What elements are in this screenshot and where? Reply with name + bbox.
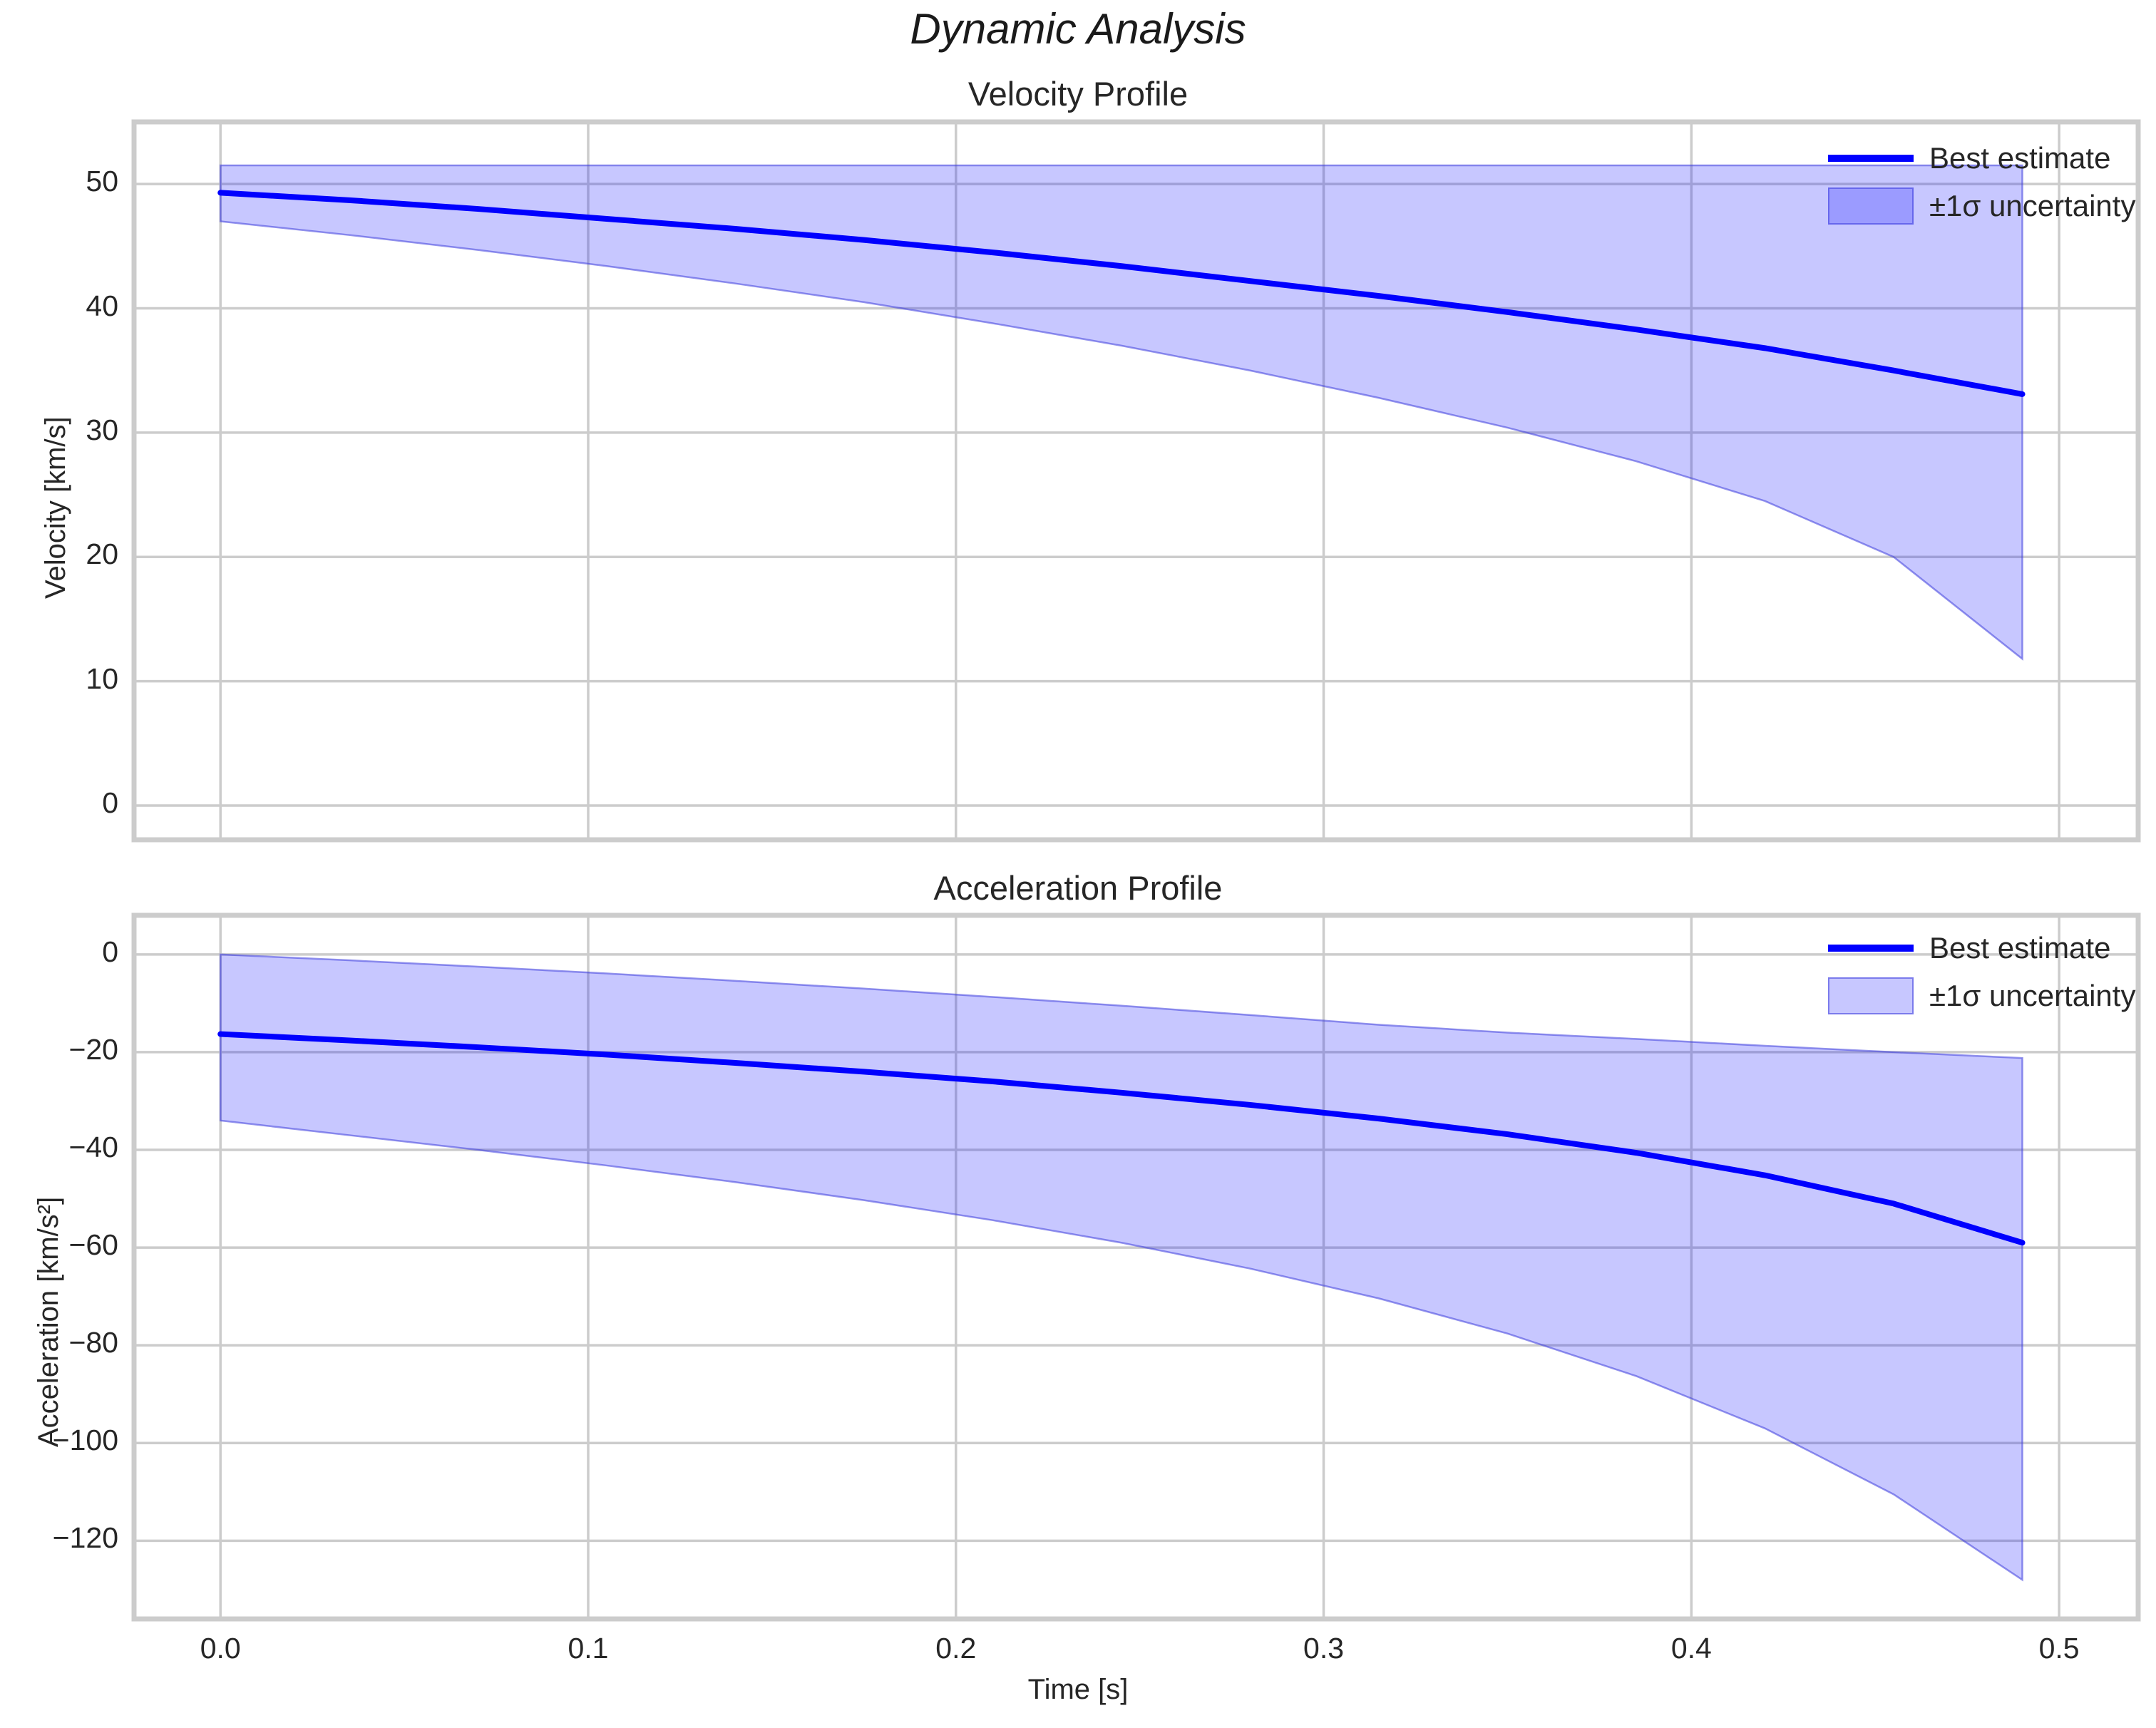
gridlines	[134, 122, 2138, 840]
uncertainty-band	[219, 164, 2023, 661]
time-x-tick-label: 0.2	[935, 1632, 977, 1665]
legend-label: Best estimate	[1929, 141, 2111, 175]
acceleration-y-tick-label: −120	[52, 1521, 118, 1555]
legend-line-swatch	[1828, 155, 1914, 162]
acceleration-y-tick-label: −100	[52, 1424, 118, 1457]
legend-patch-swatch	[1828, 187, 1914, 225]
time-x-tick-label: 0.1	[568, 1632, 609, 1665]
time-x-tick-label: 0.3	[1303, 1632, 1345, 1665]
velocity-y-tick-label: 10	[86, 662, 118, 695]
axes-spines	[131, 119, 2141, 843]
acceleration-y-tick-label: 0	[102, 935, 118, 968]
velocity-y-tick-label: 0	[102, 786, 118, 820]
velocity-profile-axes	[131, 119, 2141, 843]
legend-label: ±1σ uncertainty	[1929, 979, 2136, 1012]
legend-label: ±1σ uncertainty	[1929, 189, 2136, 222]
velocity-y-tick-label: 40	[86, 289, 118, 322]
acceleration-legend-item[interactable]: ±1σ uncertainty	[1828, 977, 2135, 1014]
velocity-y-tick-label: 30	[86, 413, 118, 446]
legend-label: Best estimate	[1929, 931, 2111, 965]
uncertainty-band	[219, 953, 2023, 1582]
time-x-tick-label: 0.5	[2038, 1632, 2080, 1665]
velocity-legend-item[interactable]: ±1σ uncertainty	[1828, 187, 2135, 225]
axes-spines	[131, 912, 2141, 1622]
acceleration-panel-title: Acceleration Profile	[933, 869, 1223, 907]
best-estimate-line	[217, 190, 2026, 397]
time-x-tick-label: 0.4	[1670, 1632, 1712, 1665]
time-x-axis-label: Time [s]	[1027, 1674, 1129, 1705]
acceleration-y-tick-label: −60	[68, 1228, 118, 1262]
time-x-tick-label: 0.0	[200, 1632, 241, 1665]
acceleration-legend-item[interactable]: Best estimate	[1828, 931, 2110, 965]
velocity-y-tick-label: 50	[86, 165, 118, 198]
velocity-y-tick-label: 20	[86, 538, 118, 571]
figure-suptitle: Dynamic Analysis	[910, 5, 1246, 53]
legend-patch-swatch	[1828, 977, 1914, 1014]
acceleration-y-tick-label: −20	[68, 1032, 118, 1066]
legend-line-swatch	[1828, 945, 1914, 952]
gridlines	[134, 915, 2138, 1619]
acceleration-profile-axes	[131, 912, 2141, 1622]
velocity-legend-item[interactable]: Best estimate	[1828, 141, 2110, 175]
acceleration-y-tick-label: −40	[68, 1131, 118, 1163]
acceleration-y-tick-label: −80	[68, 1326, 118, 1359]
best-estimate-line	[217, 1031, 2026, 1246]
velocity-panel-title: Velocity Profile	[967, 75, 1189, 113]
